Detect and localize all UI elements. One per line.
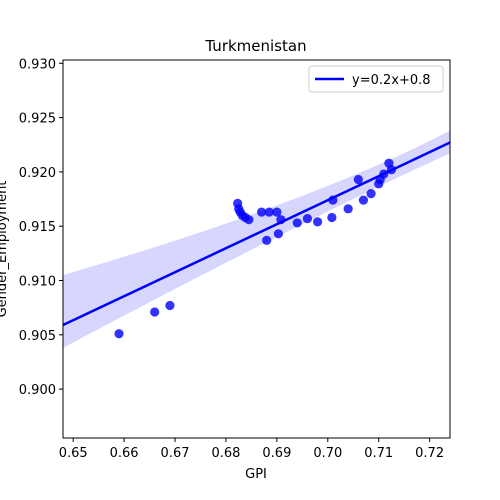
y-tick-label: 0.905 (19, 329, 56, 344)
data-point (165, 300, 175, 311)
data-point (244, 215, 254, 225)
data-point (358, 195, 369, 205)
x-tick-label: 0.65 (59, 446, 88, 461)
x-tick-label: 0.69 (262, 446, 291, 461)
plot-frame (62, 59, 451, 439)
x-axis-label: GPI (245, 467, 267, 482)
y-tick-label: 0.925 (19, 112, 56, 127)
data-point (256, 207, 267, 217)
data-point (262, 235, 272, 245)
x-tick-label: 0.68 (211, 446, 240, 461)
y-tick-label: 0.900 (19, 383, 56, 398)
data-point (366, 189, 376, 199)
data-point (273, 229, 283, 239)
y-axis-ticks: 0.900 0.905 0.910 0.915 0.920 0.925 0.930 (19, 57, 63, 398)
x-tick-label: 0.67 (161, 446, 190, 461)
confidence-band-layer (63, 130, 450, 348)
data-point (343, 204, 353, 214)
chart-title: Turkmenistan (204, 37, 306, 55)
regression-line-layer (62, 141, 451, 327)
legend: y=0.2x+0.8 (308, 65, 444, 93)
data-point (327, 212, 337, 223)
y-axis-label: Gender_Employment (0, 181, 10, 318)
x-tick-label: 0.70 (313, 446, 342, 461)
data-point (353, 174, 363, 185)
legend-label: y=0.2x+0.8 (352, 73, 431, 88)
data-points-layer (114, 158, 397, 339)
x-tick-label: 0.72 (415, 446, 444, 461)
data-point (114, 329, 124, 339)
x-tick-label: 0.71 (364, 446, 393, 461)
data-point (264, 207, 274, 217)
legend-box (308, 65, 444, 93)
y-tick-label: 0.915 (19, 220, 56, 235)
y-tick-label: 0.920 (19, 166, 56, 181)
data-point (150, 307, 160, 317)
data-point (302, 213, 313, 224)
data-point (272, 207, 282, 217)
y-tick-label: 0.910 (19, 275, 56, 290)
data-point (313, 217, 323, 227)
data-point (292, 218, 302, 228)
y-tick-label: 0.930 (19, 57, 56, 72)
confidence-band (63, 130, 450, 348)
regression-line (62, 141, 451, 327)
x-axis-ticks: 0.65 0.66 0.67 0.68 0.69 0.70 0.71 0.72 (59, 438, 444, 461)
x-tick-label: 0.66 (110, 446, 139, 461)
